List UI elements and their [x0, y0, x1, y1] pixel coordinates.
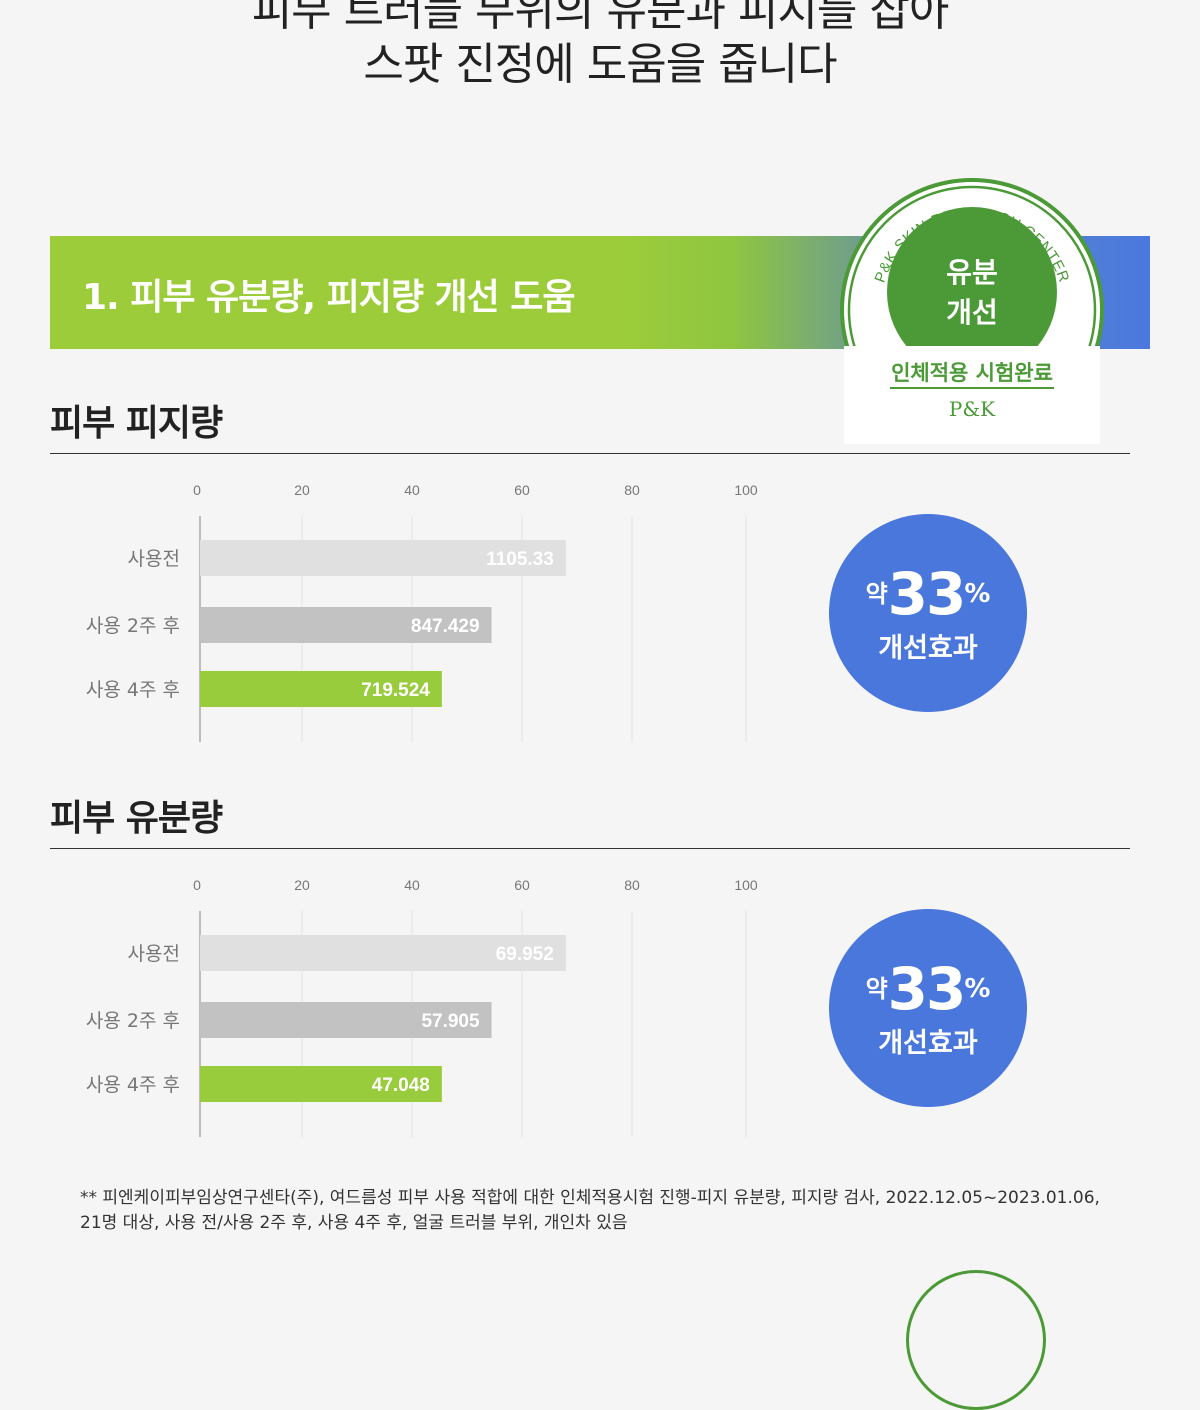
seal-center-line1: 유분 — [946, 256, 998, 289]
x-tick-label: 100 — [734, 482, 758, 498]
next-section-seal — [906, 1270, 1046, 1410]
badge-number: 33 — [887, 560, 967, 628]
seal-center-line2: 개선 — [946, 296, 998, 329]
improvement-badge: 약33% 개선효과 — [829, 514, 1027, 712]
bar-value-label: 847.429 — [411, 616, 480, 637]
footnote: ** 피엔케이피부임상연구센타(주), 여드름성 피부 사용 적합에 대한 인체… — [80, 1186, 1140, 1236]
bar-value-label: 1105.33 — [486, 549, 554, 570]
x-tick-label: 80 — [624, 482, 640, 498]
bar — [200, 1066, 442, 1102]
sebum-chart: 0 20 40 60 80 100 1105.33 사용전 847.429 사용 2주 후 719.… — [86, 482, 758, 742]
seal-caption: 인체적용 시험완료 — [891, 361, 1053, 385]
banner-title: 1. 피부 유분량, 피지량 개선 도움 — [82, 277, 576, 318]
bar-value-label: 719.524 — [361, 680, 430, 701]
bar — [200, 540, 566, 576]
bar — [200, 1002, 492, 1038]
bar-value-label: 47.048 — [372, 1075, 430, 1096]
category-label: 사용 2주 후 — [86, 615, 180, 637]
bar — [200, 671, 442, 707]
category-label: 사용 4주 후 — [86, 1074, 180, 1096]
badge-unit: % — [964, 974, 991, 1004]
badge-label: 개선효과 — [878, 1028, 978, 1059]
badge-prefix: 약 — [865, 975, 888, 1003]
x-tick-label: 100 — [734, 877, 758, 893]
certification-seal: P&K SKIN RESEARCH CENTER 유분 개선 인체적용 시험완료… — [840, 178, 1104, 444]
x-tick-label: 40 — [404, 877, 420, 893]
x-tick-label: 20 — [294, 877, 310, 893]
badge-prefix: 약 — [865, 580, 888, 608]
oil-chart: 0 20 40 60 80 100 69.952 사용전 57.905 사용 2주 후 47.048… — [86, 877, 758, 1137]
x-tick-label: 80 — [624, 877, 640, 893]
badge-number: 33 — [887, 955, 967, 1023]
x-tick-label: 60 — [514, 877, 530, 893]
bar — [200, 607, 492, 643]
bar-value-label: 57.905 — [421, 1011, 480, 1032]
badge-label: 개선효과 — [878, 633, 978, 664]
page-heading: 스팟 진정에 도움을 줍니다 — [363, 39, 837, 90]
chart-section-title: 피부 유분량 — [50, 798, 223, 839]
category-label: 사용 4주 후 — [86, 679, 180, 701]
footnote-line-2: 21명 대상, 사용 전/사용 2주 후, 사용 4주 후, 얼굴 트러블 부위… — [80, 1213, 628, 1233]
chart-section-title: 피부 피지량 — [50, 403, 223, 444]
x-tick-label: 40 — [404, 482, 420, 498]
x-tick-label: 0 — [193, 482, 201, 498]
category-label: 사용 2주 후 — [86, 1010, 180, 1032]
heading-cut-line: 피부 트러블 부위의 유분과 피지를 잡아 — [251, 0, 950, 36]
bar-value-label: 69.952 — [496, 944, 554, 965]
category-label: 사용전 — [128, 548, 180, 570]
footnote-line-1: ** 피엔케이피부임상연구센타(주), 여드름성 피부 사용 적합에 대한 인체… — [80, 1188, 1100, 1208]
badge-unit: % — [964, 579, 991, 609]
x-tick-label: 20 — [294, 482, 310, 498]
section-divider — [50, 453, 1130, 454]
category-label: 사용전 — [128, 943, 180, 965]
x-tick-label: 60 — [514, 482, 530, 498]
seal-logo: P&K — [949, 397, 996, 421]
bar — [200, 935, 566, 971]
section-divider — [50, 848, 1130, 849]
seal-center-disc — [887, 207, 1057, 377]
improvement-badge: 약33% 개선효과 — [829, 909, 1027, 1107]
x-tick-label: 0 — [193, 877, 201, 893]
